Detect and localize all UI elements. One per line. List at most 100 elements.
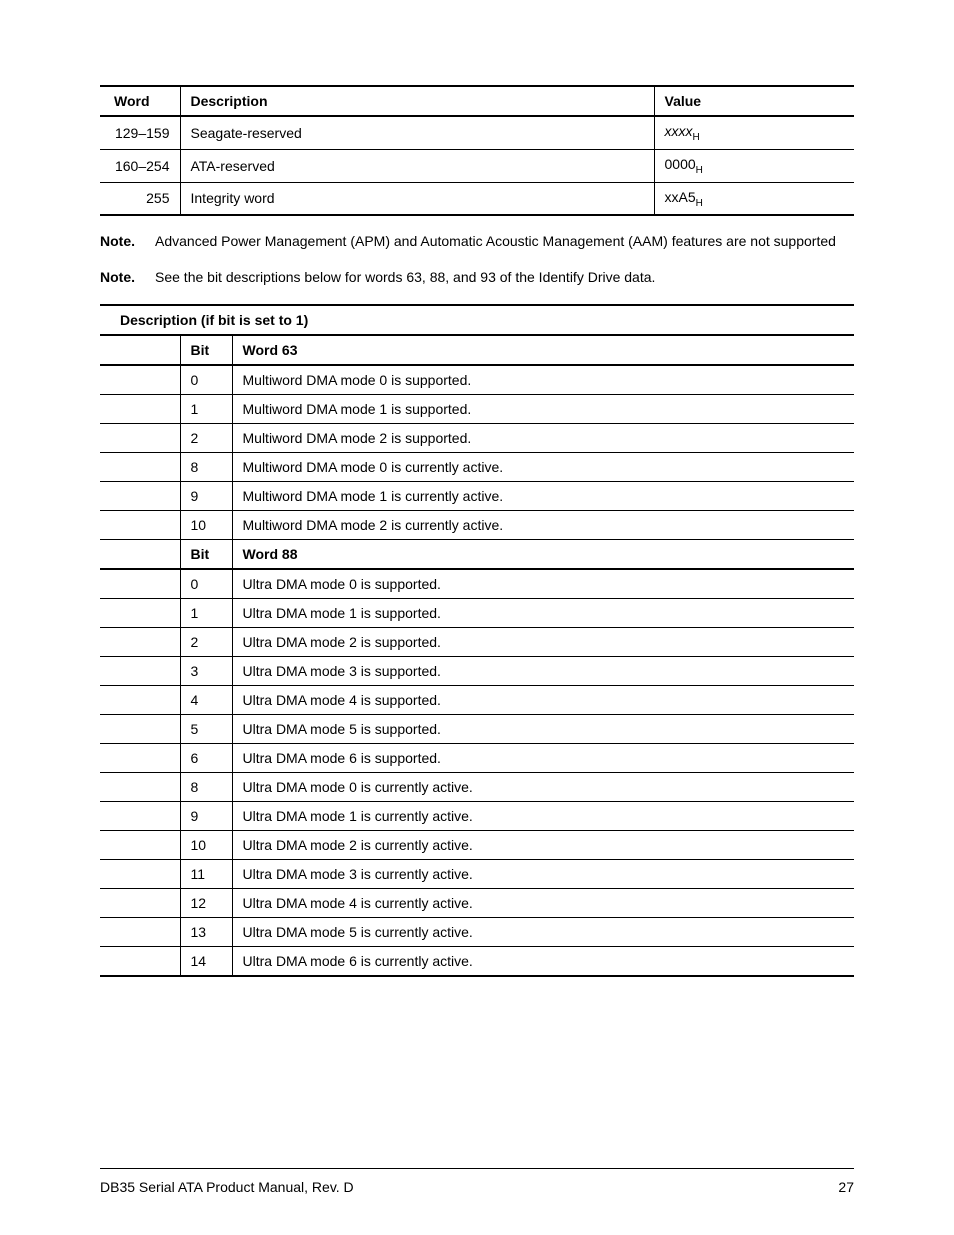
table2-row: 1Ultra DMA mode 1 is supported. — [100, 598, 854, 627]
table2-word-header: Word 88 — [232, 539, 854, 569]
table1-row: 255Integrity wordxxA5H — [100, 182, 854, 215]
table2-caption: Description (if bit is set to 1) — [100, 305, 854, 335]
table2-desc-cell: Ultra DMA mode 4 is supported. — [232, 685, 854, 714]
table2-desc-cell: Multiword DMA mode 0 is supported. — [232, 365, 854, 395]
table1-header-word: Word — [100, 86, 180, 116]
table2-row: 2Ultra DMA mode 2 is supported. — [100, 627, 854, 656]
table2-blank-cell — [100, 481, 180, 510]
table2-blank-cell — [100, 685, 180, 714]
table1-cell-value: 0000H — [654, 149, 854, 182]
table2-row: 4Ultra DMA mode 4 is supported. — [100, 685, 854, 714]
table2-row: 0Multiword DMA mode 0 is supported. — [100, 365, 854, 395]
table2-row: 9Ultra DMA mode 1 is currently active. — [100, 801, 854, 830]
table2-bit-header: Bit — [180, 539, 232, 569]
page-container: Word Description Value 129–159Seagate-re… — [0, 0, 954, 1235]
table2-blank-cell — [100, 394, 180, 423]
table2-blank-cell — [100, 365, 180, 395]
table2-desc-cell: Multiword DMA mode 2 is supported. — [232, 423, 854, 452]
table2-blank-cell — [100, 743, 180, 772]
table1-row: 129–159Seagate-reservedxxxxH — [100, 116, 854, 149]
table2-bit-cell: 5 — [180, 714, 232, 743]
bit-description-table: Description (if bit is set to 1) BitWord… — [100, 304, 854, 977]
table2-row: 5Ultra DMA mode 5 is supported. — [100, 714, 854, 743]
table2-bit-cell: 0 — [180, 365, 232, 395]
table1-cell-word: 129–159 — [100, 116, 180, 149]
table2-row: 8Ultra DMA mode 0 is currently active. — [100, 772, 854, 801]
table1-cell-description: Seagate-reserved — [180, 116, 654, 149]
note-label: Note. — [100, 232, 155, 252]
note-text: See the bit descriptions below for words… — [155, 268, 854, 288]
table2-row: 12Ultra DMA mode 4 is currently active. — [100, 888, 854, 917]
table1-row: 160–254ATA-reserved0000H — [100, 149, 854, 182]
table2-desc-cell: Ultra DMA mode 0 is supported. — [232, 569, 854, 599]
table1-cell-value: xxxxH — [654, 116, 854, 149]
table2-bit-cell: 14 — [180, 946, 232, 976]
table2-blank-cell — [100, 452, 180, 481]
table2-desc-cell: Ultra DMA mode 0 is currently active. — [232, 772, 854, 801]
table1-cell-word: 160–254 — [100, 149, 180, 182]
table2-caption-row: Description (if bit is set to 1) — [100, 305, 854, 335]
table2-row: 11Ultra DMA mode 3 is currently active. — [100, 859, 854, 888]
table2-row: 10Multiword DMA mode 2 is currently acti… — [100, 510, 854, 539]
table2-blank-cell — [100, 423, 180, 452]
table1-cell-value: xxA5H — [654, 182, 854, 215]
table1-cell-description: ATA-reserved — [180, 149, 654, 182]
table2-blank-cell — [100, 569, 180, 599]
table2-row: 3Ultra DMA mode 3 is supported. — [100, 656, 854, 685]
table2-row: 14Ultra DMA mode 6 is currently active. — [100, 946, 854, 976]
table2-bit-cell: 0 — [180, 569, 232, 599]
table2-desc-cell: Multiword DMA mode 0 is currently active… — [232, 452, 854, 481]
table2-desc-cell: Ultra DMA mode 3 is supported. — [232, 656, 854, 685]
table2-section-header: BitWord 88 — [100, 539, 854, 569]
table2-desc-cell: Ultra DMA mode 5 is currently active. — [232, 917, 854, 946]
table2-bit-cell: 8 — [180, 772, 232, 801]
table1-cell-description: Integrity word — [180, 182, 654, 215]
table2-row: 6Ultra DMA mode 6 is supported. — [100, 743, 854, 772]
table2-desc-cell: Ultra DMA mode 1 is currently active. — [232, 801, 854, 830]
table2-row: 0Ultra DMA mode 0 is supported. — [100, 569, 854, 599]
table2-desc-cell: Ultra DMA mode 3 is currently active. — [232, 859, 854, 888]
table2-bit-cell: 6 — [180, 743, 232, 772]
table2-word-header: Word 63 — [232, 335, 854, 365]
table2-row: 9Multiword DMA mode 1 is currently activ… — [100, 481, 854, 510]
footer-right: 27 — [838, 1179, 854, 1195]
table2-bit-cell: 9 — [180, 481, 232, 510]
table2-blank-cell — [100, 830, 180, 859]
table2-bit-cell: 2 — [180, 627, 232, 656]
table2-bit-cell: 10 — [180, 510, 232, 539]
table2-bit-cell: 9 — [180, 801, 232, 830]
table2-desc-cell: Multiword DMA mode 1 is supported. — [232, 394, 854, 423]
word-value-table: Word Description Value 129–159Seagate-re… — [100, 85, 854, 216]
table2-blank-cell — [100, 772, 180, 801]
table2-bit-cell: 3 — [180, 656, 232, 685]
table2-blank-cell — [100, 598, 180, 627]
table2-blank-cell — [100, 917, 180, 946]
note-text: Advanced Power Management (APM) and Auto… — [155, 232, 854, 252]
table2-blank-cell — [100, 714, 180, 743]
table2-desc-cell: Ultra DMA mode 6 is supported. — [232, 743, 854, 772]
table2-bit-cell: 1 — [180, 598, 232, 627]
table2-blank-cell — [100, 539, 180, 569]
table2-blank-cell — [100, 627, 180, 656]
table2-blank-cell — [100, 510, 180, 539]
table2-desc-cell: Ultra DMA mode 4 is currently active. — [232, 888, 854, 917]
bit-description-table-wrap: Description (if bit is set to 1) BitWord… — [100, 304, 854, 977]
table2-desc-cell: Multiword DMA mode 1 is currently active… — [232, 481, 854, 510]
table2-bit-header: Bit — [180, 335, 232, 365]
table2-section-header: BitWord 63 — [100, 335, 854, 365]
table2-bit-cell: 8 — [180, 452, 232, 481]
table2-bit-cell: 2 — [180, 423, 232, 452]
table2-desc-cell: Ultra DMA mode 2 is supported. — [232, 627, 854, 656]
table2-bit-cell: 13 — [180, 917, 232, 946]
note-label: Note. — [100, 268, 155, 288]
table2-bit-cell: 4 — [180, 685, 232, 714]
table2-desc-cell: Ultra DMA mode 6 is currently active. — [232, 946, 854, 976]
table2-bit-cell: 10 — [180, 830, 232, 859]
table2-row: 2Multiword DMA mode 2 is supported. — [100, 423, 854, 452]
table2-blank-cell — [100, 656, 180, 685]
table2-row: 8Multiword DMA mode 0 is currently activ… — [100, 452, 854, 481]
note-row: Note.See the bit descriptions below for … — [100, 268, 854, 288]
table2-blank-cell — [100, 801, 180, 830]
page-footer: DB35 Serial ATA Product Manual, Rev. D 2… — [100, 1168, 854, 1195]
table2-row: 10Ultra DMA mode 2 is currently active. — [100, 830, 854, 859]
